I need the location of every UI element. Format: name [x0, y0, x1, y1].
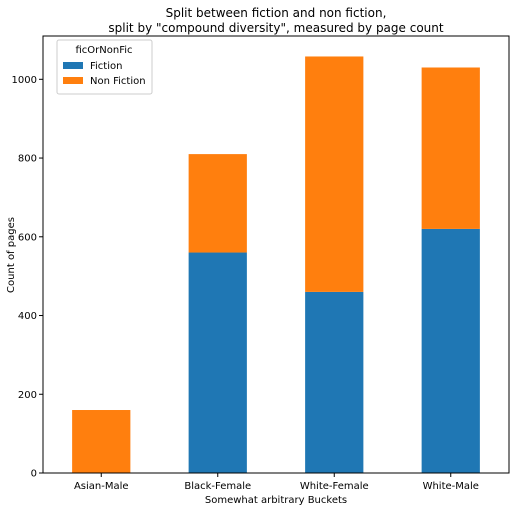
legend-swatch-fiction — [63, 62, 83, 69]
x-axis-label: Somewhat arbitrary Buckets — [205, 495, 347, 506]
x-tick-label: Black-Female — [184, 481, 251, 492]
bar-non-fiction-black-female — [188, 154, 247, 253]
y-tick-label: 200 — [18, 390, 37, 401]
x-tick-label: Asian-Male — [74, 481, 129, 492]
bar-fiction-white-female — [305, 291, 364, 473]
x-tick-label: White-Female — [300, 481, 369, 492]
x-axis-ticks: Asian-Male Black-Female White-Female White-… — [74, 473, 479, 492]
plot-frame — [42, 35, 510, 474]
y-axis-label: Count of pages — [6, 217, 17, 293]
y-tick-label: 800 — [18, 154, 37, 165]
bars-group — [72, 56, 480, 473]
chart-title-line-1: Split between fiction and non fiction, — [166, 6, 387, 20]
y-tick-label: 0 — [31, 469, 37, 480]
legend-label-fiction: Fiction — [90, 61, 122, 72]
x-tick-label: White-Male — [423, 481, 479, 492]
y-axis-ticks: 0 200 400 600 800 1000 — [12, 75, 43, 480]
legend: ficOrNonFic Fiction Non Fiction — [56, 39, 153, 95]
bar-fiction-black-female — [188, 252, 247, 473]
legend-title: ficOrNonFic — [75, 45, 132, 56]
bar-non-fiction-white-male — [421, 67, 480, 229]
y-tick-label: 600 — [18, 232, 37, 243]
bar-fiction-white-male — [421, 228, 480, 473]
y-tick-label: 400 — [18, 311, 37, 322]
bar-non-fiction-white-female — [305, 56, 364, 292]
bar-non-fiction-asian-male — [72, 410, 131, 473]
legend-label-non-fiction: Non Fiction — [90, 76, 146, 87]
legend-swatch-non-fiction — [63, 77, 83, 84]
chart-title-line-2: split by "compound diversity", measured … — [108, 21, 443, 35]
y-tick-label: 1000 — [12, 75, 37, 86]
